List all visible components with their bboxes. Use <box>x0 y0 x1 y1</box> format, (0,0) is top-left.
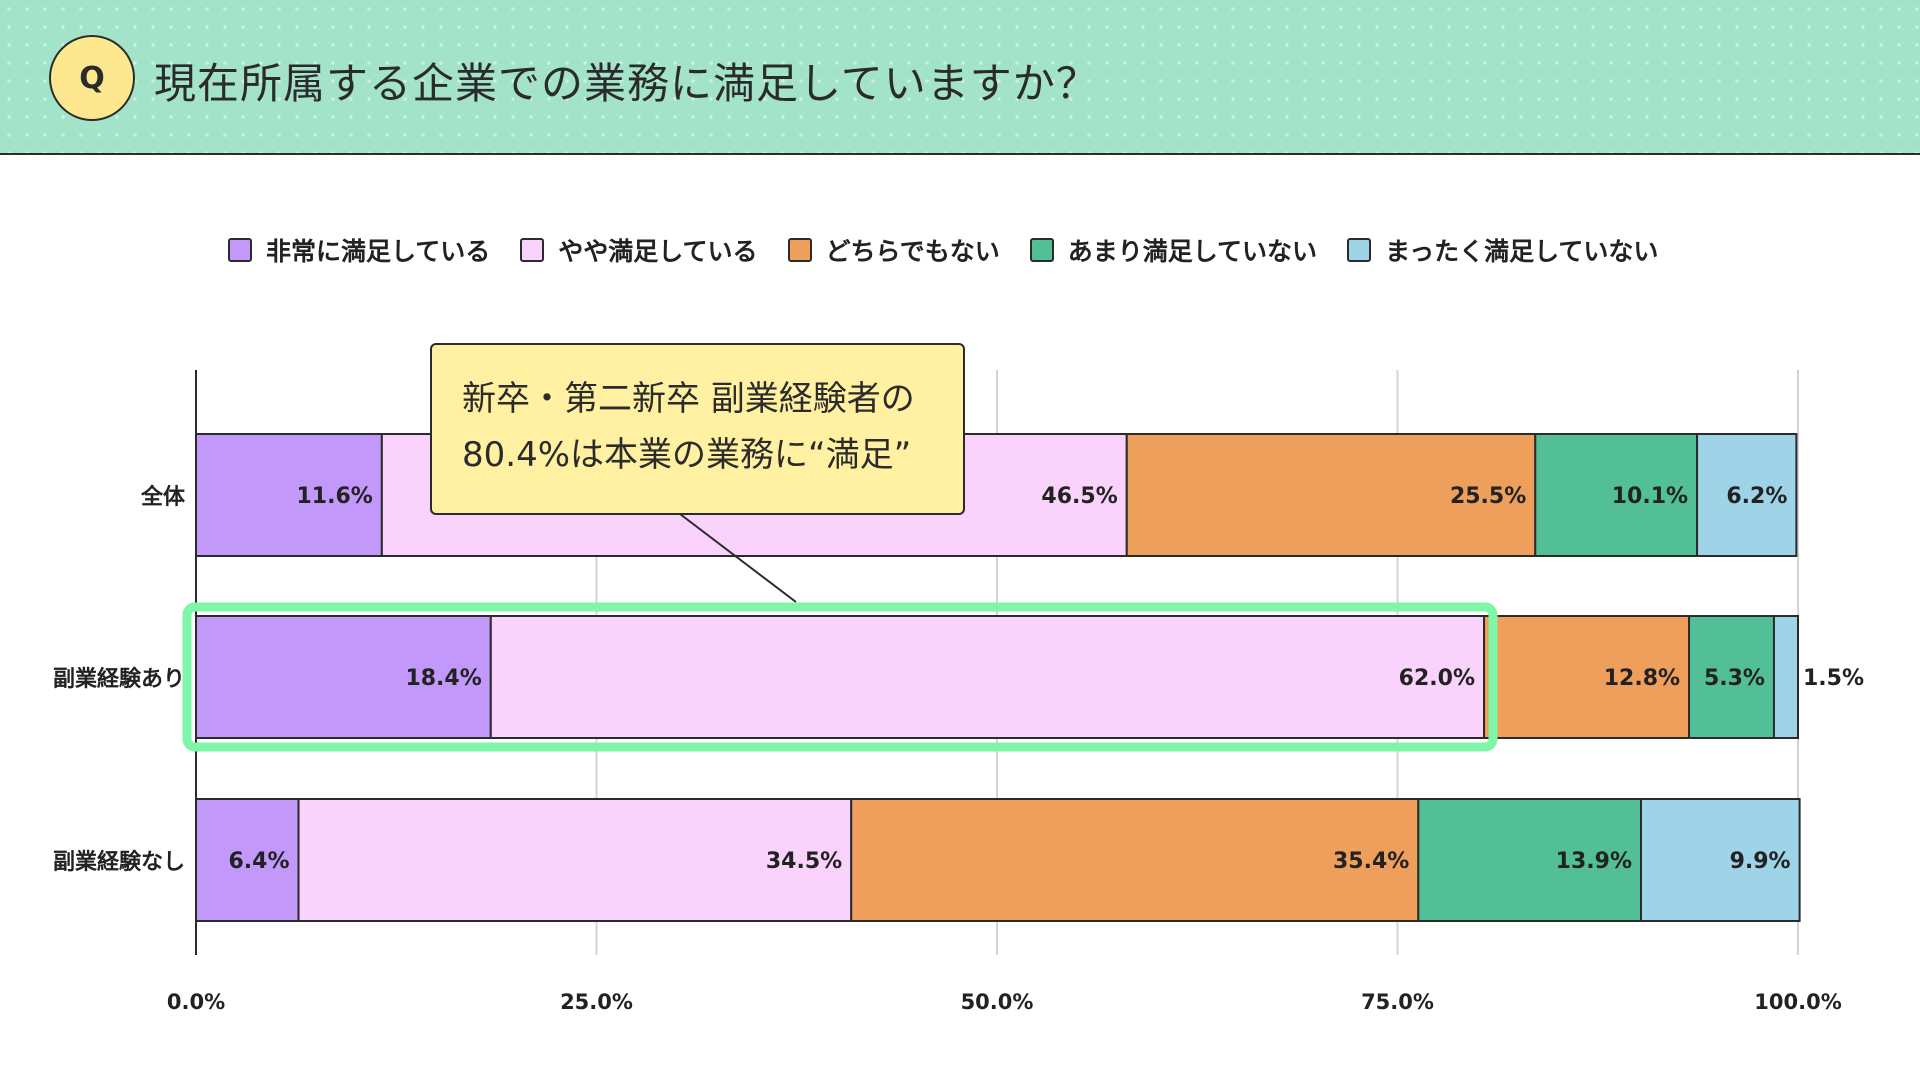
legend-swatch <box>520 238 545 262</box>
bar-segment <box>297 798 853 922</box>
bar-segment <box>1640 798 1801 922</box>
page-title: 現在所属する企業での業務に満足していますか？ <box>154 59 1099 108</box>
legend-swatch <box>1029 238 1054 262</box>
header-banner: Q 現在所属する企業での業務に満足していますか？ <box>0 0 1920 155</box>
legend-item: まったく満足していない <box>1347 232 1658 268</box>
data-label: 25.5% <box>1450 484 1526 509</box>
data-label: 46.5% <box>1041 484 1117 509</box>
category-label: 全体 <box>140 484 186 510</box>
legend-item: 非常に満足している <box>228 232 490 268</box>
data-label: 6.2% <box>1726 484 1787 509</box>
bar-segment <box>489 615 1486 739</box>
data-label: 35.4% <box>1333 849 1409 874</box>
bar-segment <box>850 798 1420 922</box>
x-tick-label: 75.0% <box>1361 990 1434 1014</box>
bar-segment <box>1696 433 1798 557</box>
data-label: 34.5% <box>766 849 842 874</box>
data-label: 1.5% <box>1803 666 1864 691</box>
legend-swatch <box>787 238 812 262</box>
x-tick-label: 25.0% <box>560 990 633 1014</box>
legend-label: やや満足している <box>558 237 758 266</box>
legend-label: 非常に満足している <box>266 237 491 266</box>
data-label: 12.8% <box>1604 666 1680 691</box>
callout-line-1: 新卒・第二新卒 副業経験者の <box>462 379 915 419</box>
callout-pointer <box>679 513 797 603</box>
bar-segment <box>195 798 300 922</box>
x-tick-label: 50.0% <box>961 990 1034 1014</box>
callout-box: 新卒・第二新卒 副業経験者の 80.4%は本業の業務に“満足” <box>430 343 965 515</box>
chart-legend: 非常に満足している やや満足している どちらでもない あまり満足していない まったく満足… <box>228 230 1688 270</box>
bar-segment <box>1125 433 1537 557</box>
data-label: 13.9% <box>1556 849 1632 874</box>
data-label: 5.3% <box>1704 666 1765 691</box>
bar-segment <box>1483 615 1691 739</box>
category-label: 副業経験なし <box>53 849 185 875</box>
x-tick-label: 0.0% <box>167 990 225 1014</box>
legend-label: まったく満足していない <box>1385 237 1659 266</box>
x-tick-label: 100.0% <box>1754 990 1841 1014</box>
bar-segment <box>1688 615 1775 739</box>
data-label: 11.6% <box>297 484 373 509</box>
legend-label: どちらでもない <box>825 237 1000 266</box>
highlight-frame <box>182 602 1498 752</box>
legend-item: やや満足している <box>520 232 758 268</box>
question-badge-letter: Q <box>79 60 105 96</box>
bar-segment <box>1772 615 1799 739</box>
data-label: 62.0% <box>1399 666 1475 691</box>
legend-label: あまり満足していない <box>1067 237 1318 266</box>
legend-item: あまり満足していない <box>1029 232 1318 268</box>
data-label: 18.4% <box>405 666 481 691</box>
legend-swatch <box>1347 238 1372 262</box>
bar-segment <box>195 433 383 557</box>
bar-segment <box>1534 433 1699 557</box>
data-label: 9.9% <box>1730 849 1791 874</box>
category-label: 副業経験あり <box>53 666 185 692</box>
data-label: 6.4% <box>229 849 290 874</box>
data-label: 10.1% <box>1612 484 1688 509</box>
callout-line-2: 80.4%は本業の業務に“満足” <box>462 435 912 475</box>
legend-swatch <box>228 238 252 262</box>
question-badge: Q <box>49 35 135 121</box>
legend-item: どちらでもない <box>787 232 1000 268</box>
